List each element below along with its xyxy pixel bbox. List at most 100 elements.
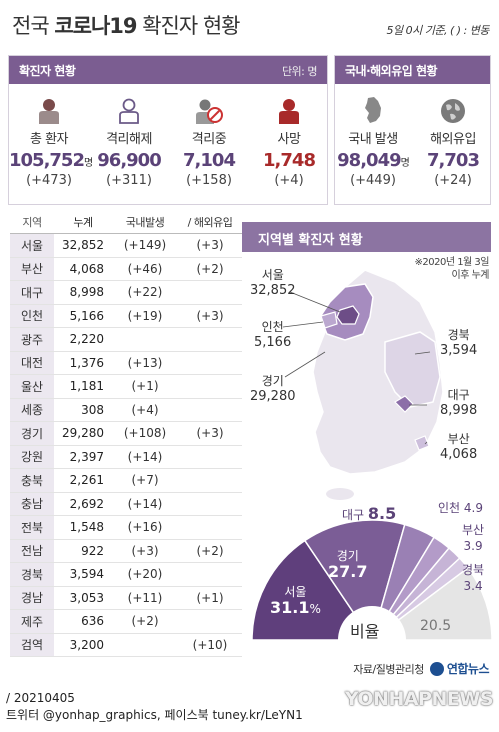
region-name: 경남 [10,586,54,609]
table-row: 경기 29,280 (+108) (+3) [10,422,242,446]
region-name: 경북 [10,563,54,586]
map-jeju [326,488,354,500]
region-imported: (+3) [196,426,224,441]
stat-deaths: 사망 1,748 (+4) [249,94,329,188]
region-name: 경기 [10,422,54,445]
table-row: 대구 8,998 (+22) [10,281,242,305]
pie-label-daegu: 대구 8.5 [342,504,397,523]
table-row: 강원 2,397 (+14) [10,445,242,469]
table-row: 부산 4,068 (+46) (+2) [10,257,242,281]
person-icon [39,99,59,124]
pie-label-gyeongbuk: 경북 3.4 [462,563,485,593]
table-row: 광주 2,220 [10,328,242,352]
region-domestic: (+13) [127,355,163,370]
map-incheon [320,311,338,329]
map-gyeongbuk [384,331,441,408]
region-domestic: (+16) [127,520,163,535]
region-name: 울산 [10,375,54,398]
region-domestic: (+149) [123,238,167,253]
region-total: 1,548 [69,520,104,535]
region-domestic: (+11) [127,590,163,605]
map-head: 지역별 확진자 현황 [242,222,491,252]
region-domestic: (+46) [127,261,163,276]
region-imported: (+2) [196,261,224,276]
table-row: 검역 3,200 (+10) [10,633,242,657]
table-row: 충북 2,261 (+7) [10,469,242,493]
region-name: 제주 [10,610,54,633]
unit-label: 단위: 명 [281,65,318,78]
globe-icon [441,99,465,123]
region-domestic: (+7) [131,473,159,488]
region-domestic: (+20) [127,567,163,582]
region-total: 2,692 [69,496,104,511]
page-title: 전국 코로나19 확진자 현황 [12,14,240,38]
region-name: 인천 [10,304,54,327]
date-note: 5일 0시 기준, ( ) : 변동 [386,24,490,37]
region-domestic: (+4) [131,402,159,417]
person-outline-icon [119,98,139,124]
region-imported: (+3) [196,238,224,253]
pie-slice [251,539,374,641]
map-label-gyeongbuk: 경북 3,594 [440,328,478,358]
map-label-incheon: 인천 5,166 [254,320,292,350]
stat-imported: 해외유입 7,703 (+24) [413,94,493,188]
region-domestic: (+14) [127,496,163,511]
region-name: 대전 [10,351,54,374]
region-domestic: (+1) [131,379,159,394]
region-name: 대구 [10,281,54,304]
region-name: 충북 [10,469,54,492]
region-total: 2,397 [69,449,104,464]
pie-label-rest: 20.5 [420,618,452,634]
stat-total: 총 환자 105,752명 (+473) [9,94,93,188]
map-busan [414,435,430,451]
table-row: 전북 1,548 (+16) [10,516,242,540]
stat-domestic: 국내 발생 98,049명 (+449) [333,94,413,188]
table-row: 울산 1,181 (+1) [10,375,242,399]
pie-label-gyeonggi: 경기 27.7 [328,549,368,581]
region-imported: (+3) [196,308,224,323]
summary-box: 확진자 현황 단위: 명 총 환자 105,752명 (+473) 격리해제 9… [8,55,328,205]
header: 전국 코로나19 확진자 현황 5일 0시 기준, ( ) : 변동 [0,0,499,50]
table-row: 서울 32,852 (+149) (+3) [10,234,242,258]
region-total: 308 [81,402,104,417]
stat-isolated: 격리중 7,104 (+158) [169,94,249,188]
table-row: 전남 922 (+3) (+2) [10,539,242,563]
table-row: 제주 636 (+2) [10,610,242,634]
region-name: 검역 [10,633,54,656]
yonhap-logo: 연합뉴스 [429,660,490,677]
region-total: 4,068 [69,261,104,276]
map-label-gyeonggi: 경기 29,280 [250,374,296,404]
region-imported: (+1) [196,590,224,605]
ratio-chart [251,519,493,650]
table-row: 인천 5,166 (+19) (+3) [10,304,242,328]
pie-label-incheon: 인천 4.9 [438,501,484,515]
table-row: 충남 2,692 (+14) [10,492,242,516]
region-name: 부산 [10,257,54,280]
region-imported: (+10) [192,637,228,652]
map-seoul [336,305,360,325]
map-note: ※2020년 1월 3일 이후 누계 [414,257,489,281]
summary-head: 확진자 현황 단위: 명 [9,56,327,84]
pie-title: 비율 [350,622,380,641]
region-total: 3,053 [69,590,104,605]
region-imported: (+2) [196,543,224,558]
pie-slice [369,566,493,641]
region-name: 서울 [10,234,54,257]
region-name: 충남 [10,492,54,515]
map-label-daegu: 대구 8,998 [440,388,478,418]
map-daegu [394,395,414,413]
region-name: 세종 [10,398,54,421]
region-total: 922 [81,543,104,558]
region-name: 전남 [10,539,54,562]
origin-box: 국내·해외유입 현황 국내 발생 98,049명 (+449) 해외유입 7,7… [334,55,491,205]
region-total: 636 [81,614,104,629]
person-red-icon [279,99,299,124]
watermark: YONHAPNEWS [344,688,494,710]
region-total: 5,166 [69,308,104,323]
table-row: 경남 3,053 (+11) (+1) [10,586,242,610]
region-domestic: (+2) [131,614,159,629]
korea-map [282,269,444,500]
map-label-busan: 부산 4,068 [440,432,478,462]
region-total: 3,594 [69,567,104,582]
region-domestic: (+22) [127,285,163,300]
